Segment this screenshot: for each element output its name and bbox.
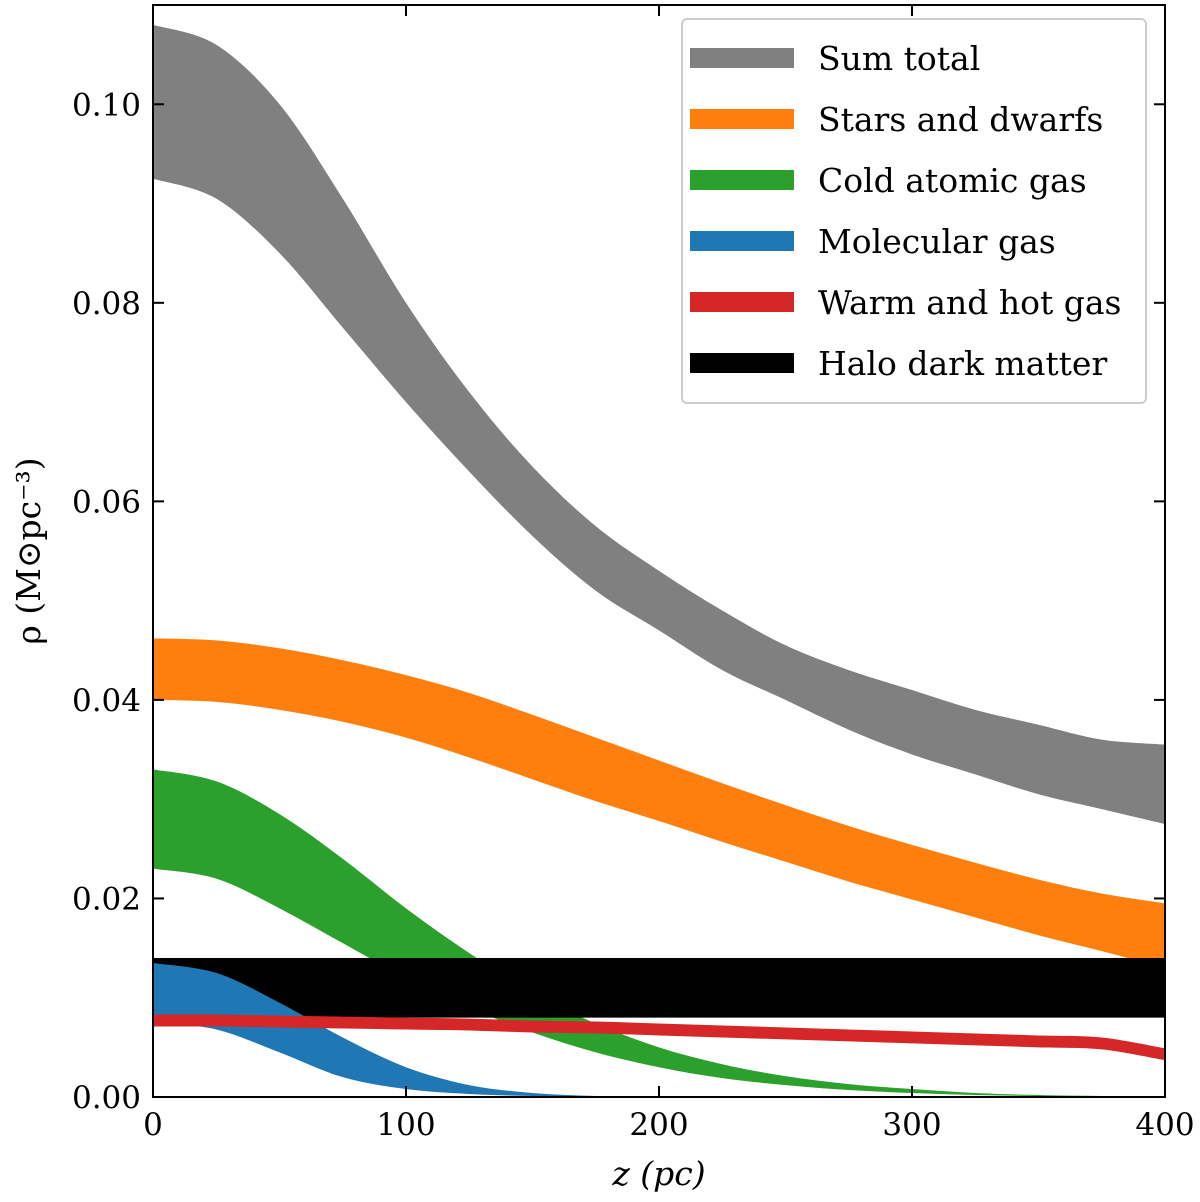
legend-label-warm-and-hot-gas: Warm and hot gas [818, 283, 1121, 322]
legend-label-halo-dark-matter: Halo dark matter [818, 344, 1107, 383]
x-tick-label: 300 [882, 1107, 941, 1143]
x-tick-label: 0 [143, 1107, 163, 1143]
band-stars-and-dwarfs [153, 638, 1165, 968]
band-warm-and-hot-gas [153, 1014, 1165, 1061]
x-axis-label: z (pc) [611, 1154, 705, 1193]
legend-label-cold-atomic-gas: Cold atomic gas [818, 161, 1087, 200]
legend-box [681, 18, 1147, 404]
band-sum-total [153, 24, 1165, 825]
y-tick-label: 0.08 [72, 286, 141, 322]
legend-swatch-molecular-gas [690, 231, 794, 251]
band-halo-dark-matter [153, 958, 1165, 1018]
x-tick-label: 200 [629, 1107, 688, 1143]
x-tick-label: 100 [376, 1107, 435, 1143]
tick-layer: 0 100 200 300 400 0.00 0.02 0.04 0.06 0.08 0.10 [72, 5, 1195, 1143]
legend-swatch-cold-atomic-gas [690, 170, 794, 190]
y-tick-label: 0.00 [72, 1080, 141, 1116]
y-tick-label: 0.04 [72, 683, 141, 719]
legend-label-sum-total: Sum total [818, 39, 980, 78]
x-tick-label: 400 [1135, 1107, 1194, 1143]
legend-label-molecular-gas: Molecular gas [818, 222, 1056, 261]
legend-swatch-stars-and-dwarfs [690, 109, 794, 129]
legend-swatch-halo-dark-matter [690, 353, 794, 373]
legend: Sum total Stars and dwarfs Cold atomic gas… [681, 18, 1147, 404]
y-axis-label: ρ (M⊙pc⁻³) [9, 457, 48, 644]
legend-swatch-warm-and-hot-gas [690, 292, 794, 312]
y-tick-label: 0.02 [72, 881, 141, 917]
y-tick-label: 0.10 [72, 87, 141, 123]
band-layer [153, 24, 1165, 1098]
legend-label-stars-and-dwarfs: Stars and dwarfs [818, 100, 1103, 139]
band-cold-atomic-gas [153, 769, 1165, 1098]
legend-swatch-sum-total [690, 48, 794, 68]
y-tick-label: 0.06 [72, 484, 141, 520]
